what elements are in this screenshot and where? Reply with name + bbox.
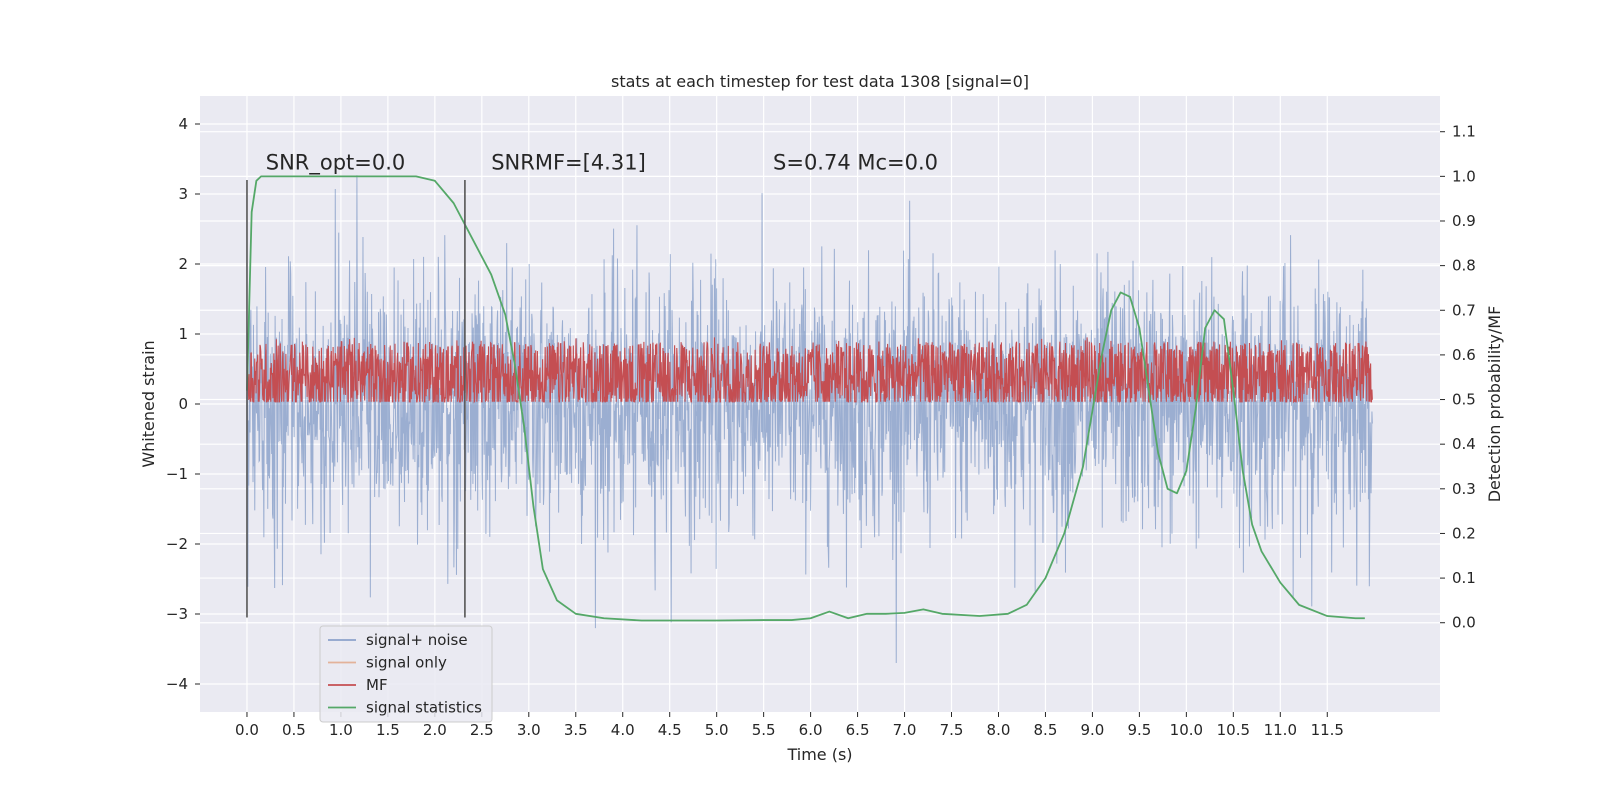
x-tick-label: 8.5 [1034,721,1058,739]
y-tick-label: −2 [166,535,188,553]
x-axis-label: Time (s) [786,745,852,764]
series-signal-noise-line [246,175,1373,663]
grid [200,96,1440,712]
chart-title: stats at each timestep for test data 130… [611,72,1029,91]
x-tick-label: 2.0 [423,721,447,739]
y-tick-label: 0 [178,395,188,413]
x-tick-label: 5.5 [752,721,776,739]
y2-tick-label: 0.7 [1452,301,1476,319]
x-tick-label: 3.0 [517,721,541,739]
x-tick-label: 11.5 [1311,721,1344,739]
legend-label: MF [366,676,388,694]
legend-label: signal statistics [366,699,482,717]
x-tick-label: 4.5 [658,721,682,739]
x-tick-label: 1.5 [376,721,400,739]
x-tick-label: 7.0 [893,721,917,739]
x-tick-label: 10.5 [1217,721,1250,739]
legend-label: signal only [366,654,447,672]
y2-tick-label: 0.6 [1452,346,1476,364]
x-tick-label: 10.0 [1170,721,1203,739]
y2-tick-label: 0.9 [1452,212,1476,230]
legend-box [319,625,493,723]
y-tick-label: 4 [178,115,188,133]
x-tick-label: 9.5 [1127,721,1151,739]
x-tick-label: 4.0 [611,721,635,739]
series-signal-statistics-line [246,175,1365,622]
y2-tick-label: 0.0 [1452,614,1476,632]
series-mf-line [246,337,1373,404]
x-tick-label: 2.5 [470,721,494,739]
y-tick-label: −4 [166,675,188,693]
y-axis-label: Whitened strain [139,340,158,467]
x-tick-label: 0.0 [235,721,259,739]
x-tick-label: 9.0 [1080,721,1104,739]
y2-tick-label: 0.5 [1452,391,1476,409]
x-tick-label: 6.5 [846,721,870,739]
x-tick-label: 1.0 [329,721,353,739]
y2-tick-label: 0.8 [1452,257,1476,275]
y2-axis-label: Detection probability/MF [1485,306,1504,503]
y2-tick-label: 0.3 [1452,480,1476,498]
y2-tick-label: 0.1 [1452,569,1476,587]
y-tick-label: −1 [166,465,188,483]
annotation-text: S=0.74 Mc=0.0 [773,151,938,175]
x-tick-label: 5.0 [705,721,729,739]
y-tick-label: 2 [178,255,188,273]
annotation-text: SNRMF=[4.31] [491,151,646,175]
x-tick-label: 7.5 [940,721,964,739]
y-tick-label: −3 [166,605,188,623]
y2-tick-label: 0.2 [1452,524,1476,542]
y-tick-label: 1 [178,325,188,343]
ticks-layer: 0.0 0.5 1.0 1.5 2.0 2.5 3.0 3.5 4.0 4.5 5.0 5.5 6.0 6… [166,115,1476,739]
annotation-text: SNR_opt=0.0 [266,151,406,176]
y2-tick-label: 0.4 [1452,435,1476,453]
legend-label: signal+ noise [366,631,468,649]
x-tick-label: 0.5 [282,721,306,739]
x-tick-label: 8.0 [987,721,1011,739]
legend: signal+ noise signal only MF signal statist… [319,625,493,723]
y2-tick-label: 1.1 [1452,123,1476,141]
x-tick-label: 6.0 [799,721,823,739]
annotation-layer: SNR_opt=0.0 SNRMF=[4.31] S=0.74 Mc=0.0 [266,151,938,176]
y-tick-label: 3 [178,185,188,203]
series-layer [246,175,1373,663]
y2-tick-label: 1.0 [1452,167,1476,185]
x-tick-label: 11.0 [1264,721,1297,739]
x-tick-label: 3.5 [564,721,588,739]
